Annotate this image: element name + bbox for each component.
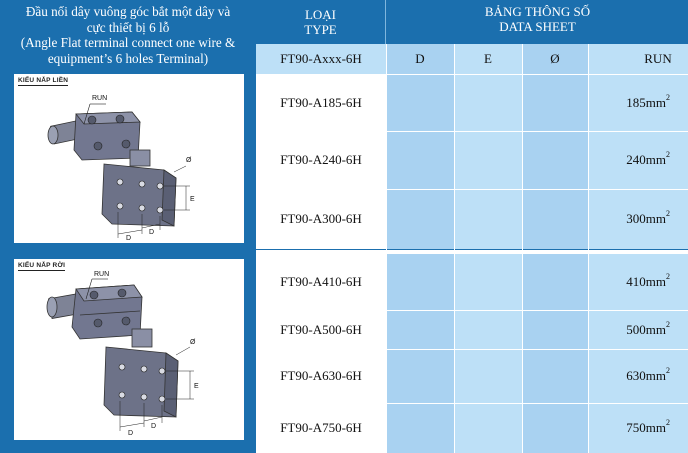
product-title: Đầu nối dây vuông góc bắt một dây và cực… [0,0,256,72]
dim-e-label: E [190,196,195,203]
table-cell-d [386,403,454,453]
table-cell-o [522,403,588,453]
table-cell-d [386,349,454,403]
data-sheet-table: LOẠI TYPE BẢNG THÔNG SỐ DATA SHEET FT90-… [256,0,688,453]
row-divider [256,250,688,253]
table-cell-type: FT90-A500-6H [256,310,386,349]
table-cell-e [454,349,522,403]
table-cell-o [522,189,588,249]
row-divider [256,189,688,190]
run-value: 240mm [626,152,666,167]
table-cell-e [454,253,522,310]
variant-label: KIỂU NẮP LIỀN [18,77,69,86]
terminal-drawing: RUN Ø E D D [46,271,199,437]
column-divider [386,44,387,453]
type-header: LOẠI TYPE [256,0,386,44]
title-line-1: Đầu nối dây vuông góc bắt một dây và [25,4,231,19]
table-cell-type: FT90-A185-6H [256,74,386,131]
run-value: 410mm [626,273,666,289]
dim-d-label-2: D [151,423,156,430]
table-cell-type: FT90-A240-6H [256,131,386,189]
title-line-3: (Angle Flat terminal connect one wire & [20,35,236,50]
table-cell-type: FT90-A410-6H [256,253,386,310]
table-cell-type: FT90-A300-6H [256,189,386,249]
variant-label: KIỂU NẮP RỜI [18,262,66,271]
column-divider [522,44,523,453]
dim-o-label: Ø [186,157,192,164]
table-cell-o [522,310,588,349]
row-divider [256,74,688,75]
run-value: 185mm [626,94,666,110]
column-header-o: Ø [522,44,588,74]
table-cell-o [522,349,588,403]
table-cell-e [454,74,522,131]
table-cell-run: 240mm 2 [588,131,688,189]
run-value: 500mm [626,321,666,337]
row-divider [256,403,688,404]
run-callout: RUN [94,271,109,278]
table-header: LOẠI TYPE BẢNG THÔNG SỐ DATA SHEET [256,0,688,44]
run-value: 630mm [626,368,666,383]
dim-d-label-1: D [126,235,131,242]
dim-o-label: Ø [190,339,196,346]
column-header-type: FT90-Axxx-6H [256,44,386,74]
row-divider [256,131,688,132]
table-cell-d [386,131,454,189]
column-header-d: D [386,44,454,74]
data-sheet-header-en: DATA SHEET [499,19,576,34]
table-cell-o [522,253,588,310]
run-value: 750mm [626,420,666,435]
drawing-panel-integral-cap: KIỂU NẮP LIỀN [14,74,244,243]
table-cell-run: 630mm 2 [588,349,688,403]
table-cell-d [386,74,454,131]
table-cell-run: 410mm 2 [588,253,688,310]
run-callout: RUN [92,95,107,102]
dim-d-label-2: D [149,229,154,236]
run-value: 300mm [626,211,666,226]
column-header-e: E [454,44,522,74]
table-cell-run: 185mm 2 [588,74,688,131]
table-cell-run: 300mm 2 [588,189,688,249]
table-cell-d [386,253,454,310]
row-divider [256,253,688,254]
row-divider [256,349,688,350]
drawing-panel-separate-cap: KIỂU NẮP RỜI [14,259,244,440]
data-sheet-header: BẢNG THÔNG SỐ DATA SHEET [387,0,688,44]
type-header-vi: LOẠI [304,7,337,22]
row-divider [256,310,688,311]
table-cell-d [386,189,454,249]
table-cell-run: 500mm 2 [588,310,688,349]
dim-d-label-1: D [128,430,133,437]
table-cell-o [522,131,588,189]
table-cell-e [454,189,522,249]
table-cell-e [454,131,522,189]
title-line-4: equipment’s 6 holes Terminal) [47,50,209,66]
table-cell-o [522,74,588,131]
column-divider [588,44,589,453]
table-cell-run: 750mm 2 [588,403,688,453]
data-sheet-header-vi: BẢNG THÔNG SỐ [484,4,591,19]
title-line-2: cực thiết bị 6 lỗ [86,19,170,35]
table-cell-type: FT90-A750-6H [256,403,386,453]
column-header-run: RUN [588,44,688,74]
table-cell-e [454,310,522,349]
table-cell-type: FT90-A630-6H [256,349,386,403]
table-cell-d [386,310,454,349]
type-header-en: TYPE [304,22,337,37]
terminal-drawing: RUN Ø E D D [47,95,195,242]
table-cell-e [454,403,522,453]
column-divider [454,44,455,453]
dim-e-label: E [194,383,199,390]
